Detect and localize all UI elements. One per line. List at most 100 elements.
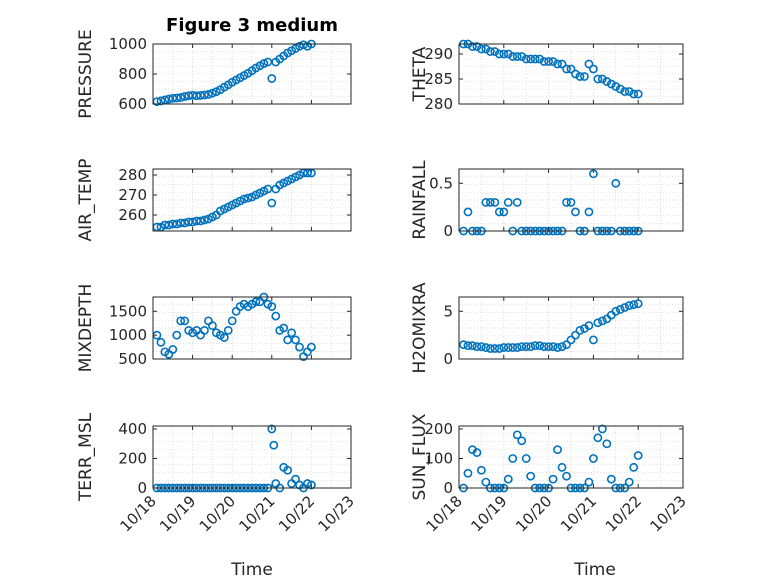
axis-frame <box>458 43 684 105</box>
data-point <box>553 59 562 69</box>
x-tick-label: 10/20 <box>196 492 239 535</box>
y-tick-label: 260 <box>118 206 147 224</box>
data-point <box>269 440 279 450</box>
data-point <box>259 59 269 68</box>
data-point <box>517 342 527 351</box>
data-point <box>584 207 594 217</box>
data-point <box>160 220 170 230</box>
subplot: 500 1000 1500 MIXDEPTH <box>76 284 352 373</box>
data-point <box>557 59 567 69</box>
axis-frame <box>152 425 352 489</box>
data-point <box>239 194 249 204</box>
data-point <box>219 333 229 342</box>
data-point <box>611 306 621 316</box>
x-tick-label: 10/23 <box>315 492 358 535</box>
y-axis-label: MIXDEPTH <box>76 284 96 373</box>
data-point <box>271 311 281 321</box>
data-point <box>291 474 300 484</box>
figure-title: Figure 3 medium <box>166 15 338 36</box>
data-point <box>566 335 576 345</box>
axis-frame <box>152 43 352 105</box>
data-point <box>562 64 571 74</box>
data-point <box>553 343 562 352</box>
y-tick-label: 1000 <box>109 35 147 53</box>
data-point <box>539 342 549 351</box>
data-point <box>499 207 509 217</box>
data-point <box>620 303 630 312</box>
y-axis-label: RAINFALL <box>410 160 430 240</box>
data-point <box>279 323 289 333</box>
data-point <box>485 197 495 207</box>
data-point <box>539 57 549 66</box>
data-point <box>306 480 316 490</box>
data-point <box>503 474 513 484</box>
data-point <box>499 49 509 59</box>
data-point <box>526 54 536 64</box>
data-point <box>207 88 217 98</box>
x-axis-label-left: Time <box>230 560 273 580</box>
data-point <box>633 299 643 309</box>
data-point <box>530 54 540 64</box>
data-point <box>176 316 186 326</box>
axis-frame <box>458 168 684 232</box>
data-point <box>164 94 174 104</box>
data-point <box>200 215 209 225</box>
data-point <box>562 471 571 481</box>
data-point <box>566 64 576 74</box>
data-point <box>267 424 277 434</box>
data-point <box>548 342 558 351</box>
y-tick-label: 0 <box>443 479 453 497</box>
x-axis-label-right: Time <box>573 560 616 580</box>
data-point <box>188 217 197 227</box>
data-point <box>180 92 190 101</box>
data-point <box>267 302 277 311</box>
data-point <box>494 344 504 353</box>
y-axis-label: SUN_FLUX <box>410 413 430 500</box>
data-point <box>597 74 607 84</box>
data-point <box>164 220 174 230</box>
data-point <box>508 454 518 463</box>
data-point <box>557 342 567 351</box>
data-point <box>481 343 491 352</box>
y-axis-label: H2OMIXRA <box>410 282 430 373</box>
data-point <box>575 72 585 81</box>
data-point <box>535 54 545 64</box>
data-point <box>611 178 621 188</box>
data-point <box>611 82 621 91</box>
data-point <box>575 325 585 335</box>
data-point <box>629 300 639 310</box>
data-point <box>184 217 194 227</box>
data-point <box>503 197 513 207</box>
data-point <box>535 341 545 351</box>
data-point <box>521 454 531 463</box>
data-point <box>468 341 477 351</box>
data-point <box>267 74 277 83</box>
y-tick-label: 0.5 <box>429 174 453 192</box>
data-point <box>459 340 468 350</box>
data-point <box>223 325 233 335</box>
data-point <box>580 72 589 81</box>
data-point <box>530 341 540 351</box>
data-point <box>562 197 571 207</box>
x-tick-label: 10/23 <box>647 492 690 535</box>
x-tick-label: 10/22 <box>275 492 318 535</box>
data-point <box>503 49 513 59</box>
y-axis-label: AIR_TEMP <box>76 159 96 242</box>
data-point <box>490 47 500 56</box>
data-point <box>481 477 491 487</box>
data-point <box>468 42 477 51</box>
data-point <box>227 316 237 326</box>
data-point <box>490 197 500 207</box>
data-point <box>526 342 536 351</box>
data-point <box>180 316 190 326</box>
data-point <box>168 219 178 229</box>
y-tick-label: 100 <box>424 449 453 467</box>
data-point <box>503 343 513 352</box>
data-point <box>207 321 217 331</box>
data-point <box>593 318 603 328</box>
y-tick-label: 290 <box>424 45 453 63</box>
data-point <box>629 89 639 99</box>
data-point <box>485 344 495 353</box>
data-point <box>200 325 209 335</box>
